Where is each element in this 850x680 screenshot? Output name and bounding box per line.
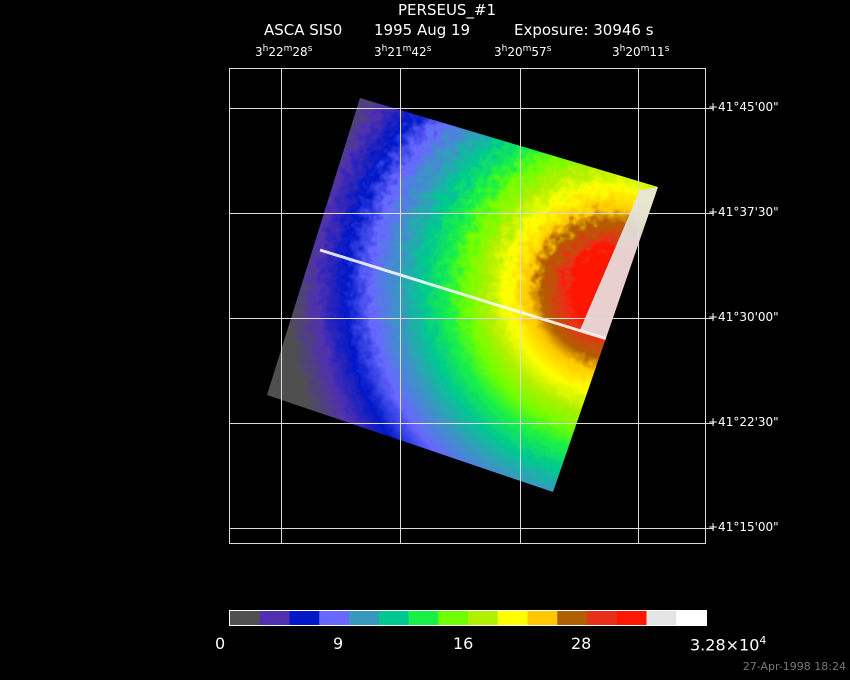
y-tick-label: +41°22'30" <box>708 415 779 429</box>
colorbar-label: 9 <box>333 634 344 653</box>
colorbar-swatch <box>527 611 558 625</box>
xray-image <box>267 98 658 492</box>
colorbar-label: 3.28×104 <box>690 634 767 655</box>
x-tick-label: 3h21m42s <box>374 44 432 59</box>
colorbar-swatch <box>616 611 647 625</box>
colorbar-swatch <box>468 611 499 625</box>
colorbar-swatch <box>438 611 469 625</box>
colorbar-swatch <box>378 611 409 625</box>
colorbar-swatch <box>349 611 380 625</box>
x-tick-label: 3h22m28s <box>255 44 313 59</box>
colorbar-swatch <box>646 611 677 625</box>
colorbar-swatch <box>319 611 350 625</box>
colorbar-swatch <box>408 611 439 625</box>
y-tick-label: +41°15'00" <box>708 520 779 534</box>
colorbar-swatch <box>230 611 261 625</box>
timestamp: 27-Apr-1998 18:24 <box>742 660 846 673</box>
colorbar-swatch <box>497 611 528 625</box>
obs-date: 1995 Aug 19 <box>374 21 471 39</box>
colorbar-swatch <box>587 611 618 625</box>
x-tick-label: 3h20m11s <box>612 44 670 59</box>
colorbar-label: 16 <box>453 634 474 653</box>
colorbar-swatch <box>557 611 588 625</box>
exposure: Exposure: 30946 s <box>514 21 654 39</box>
colorbar-swatch <box>676 611 707 625</box>
instrument: ASCA SIS0 <box>264 21 343 39</box>
y-tick-label: +41°37'30" <box>708 205 779 219</box>
colorbar-label: 0 <box>215 634 226 653</box>
y-tick-label: +41°30'00" <box>708 310 779 324</box>
plot-title: PERSEUS_#1 <box>398 1 497 19</box>
colorbar <box>229 610 707 626</box>
y-tick-label: +41°45'00" <box>708 100 779 114</box>
colorbar-swatch <box>259 611 290 625</box>
colorbar-label: 28 <box>571 634 592 653</box>
coordinate-grid <box>229 68 714 544</box>
x-tick-label: 3h20m57s <box>494 44 552 59</box>
colorbar-swatch <box>289 611 320 625</box>
